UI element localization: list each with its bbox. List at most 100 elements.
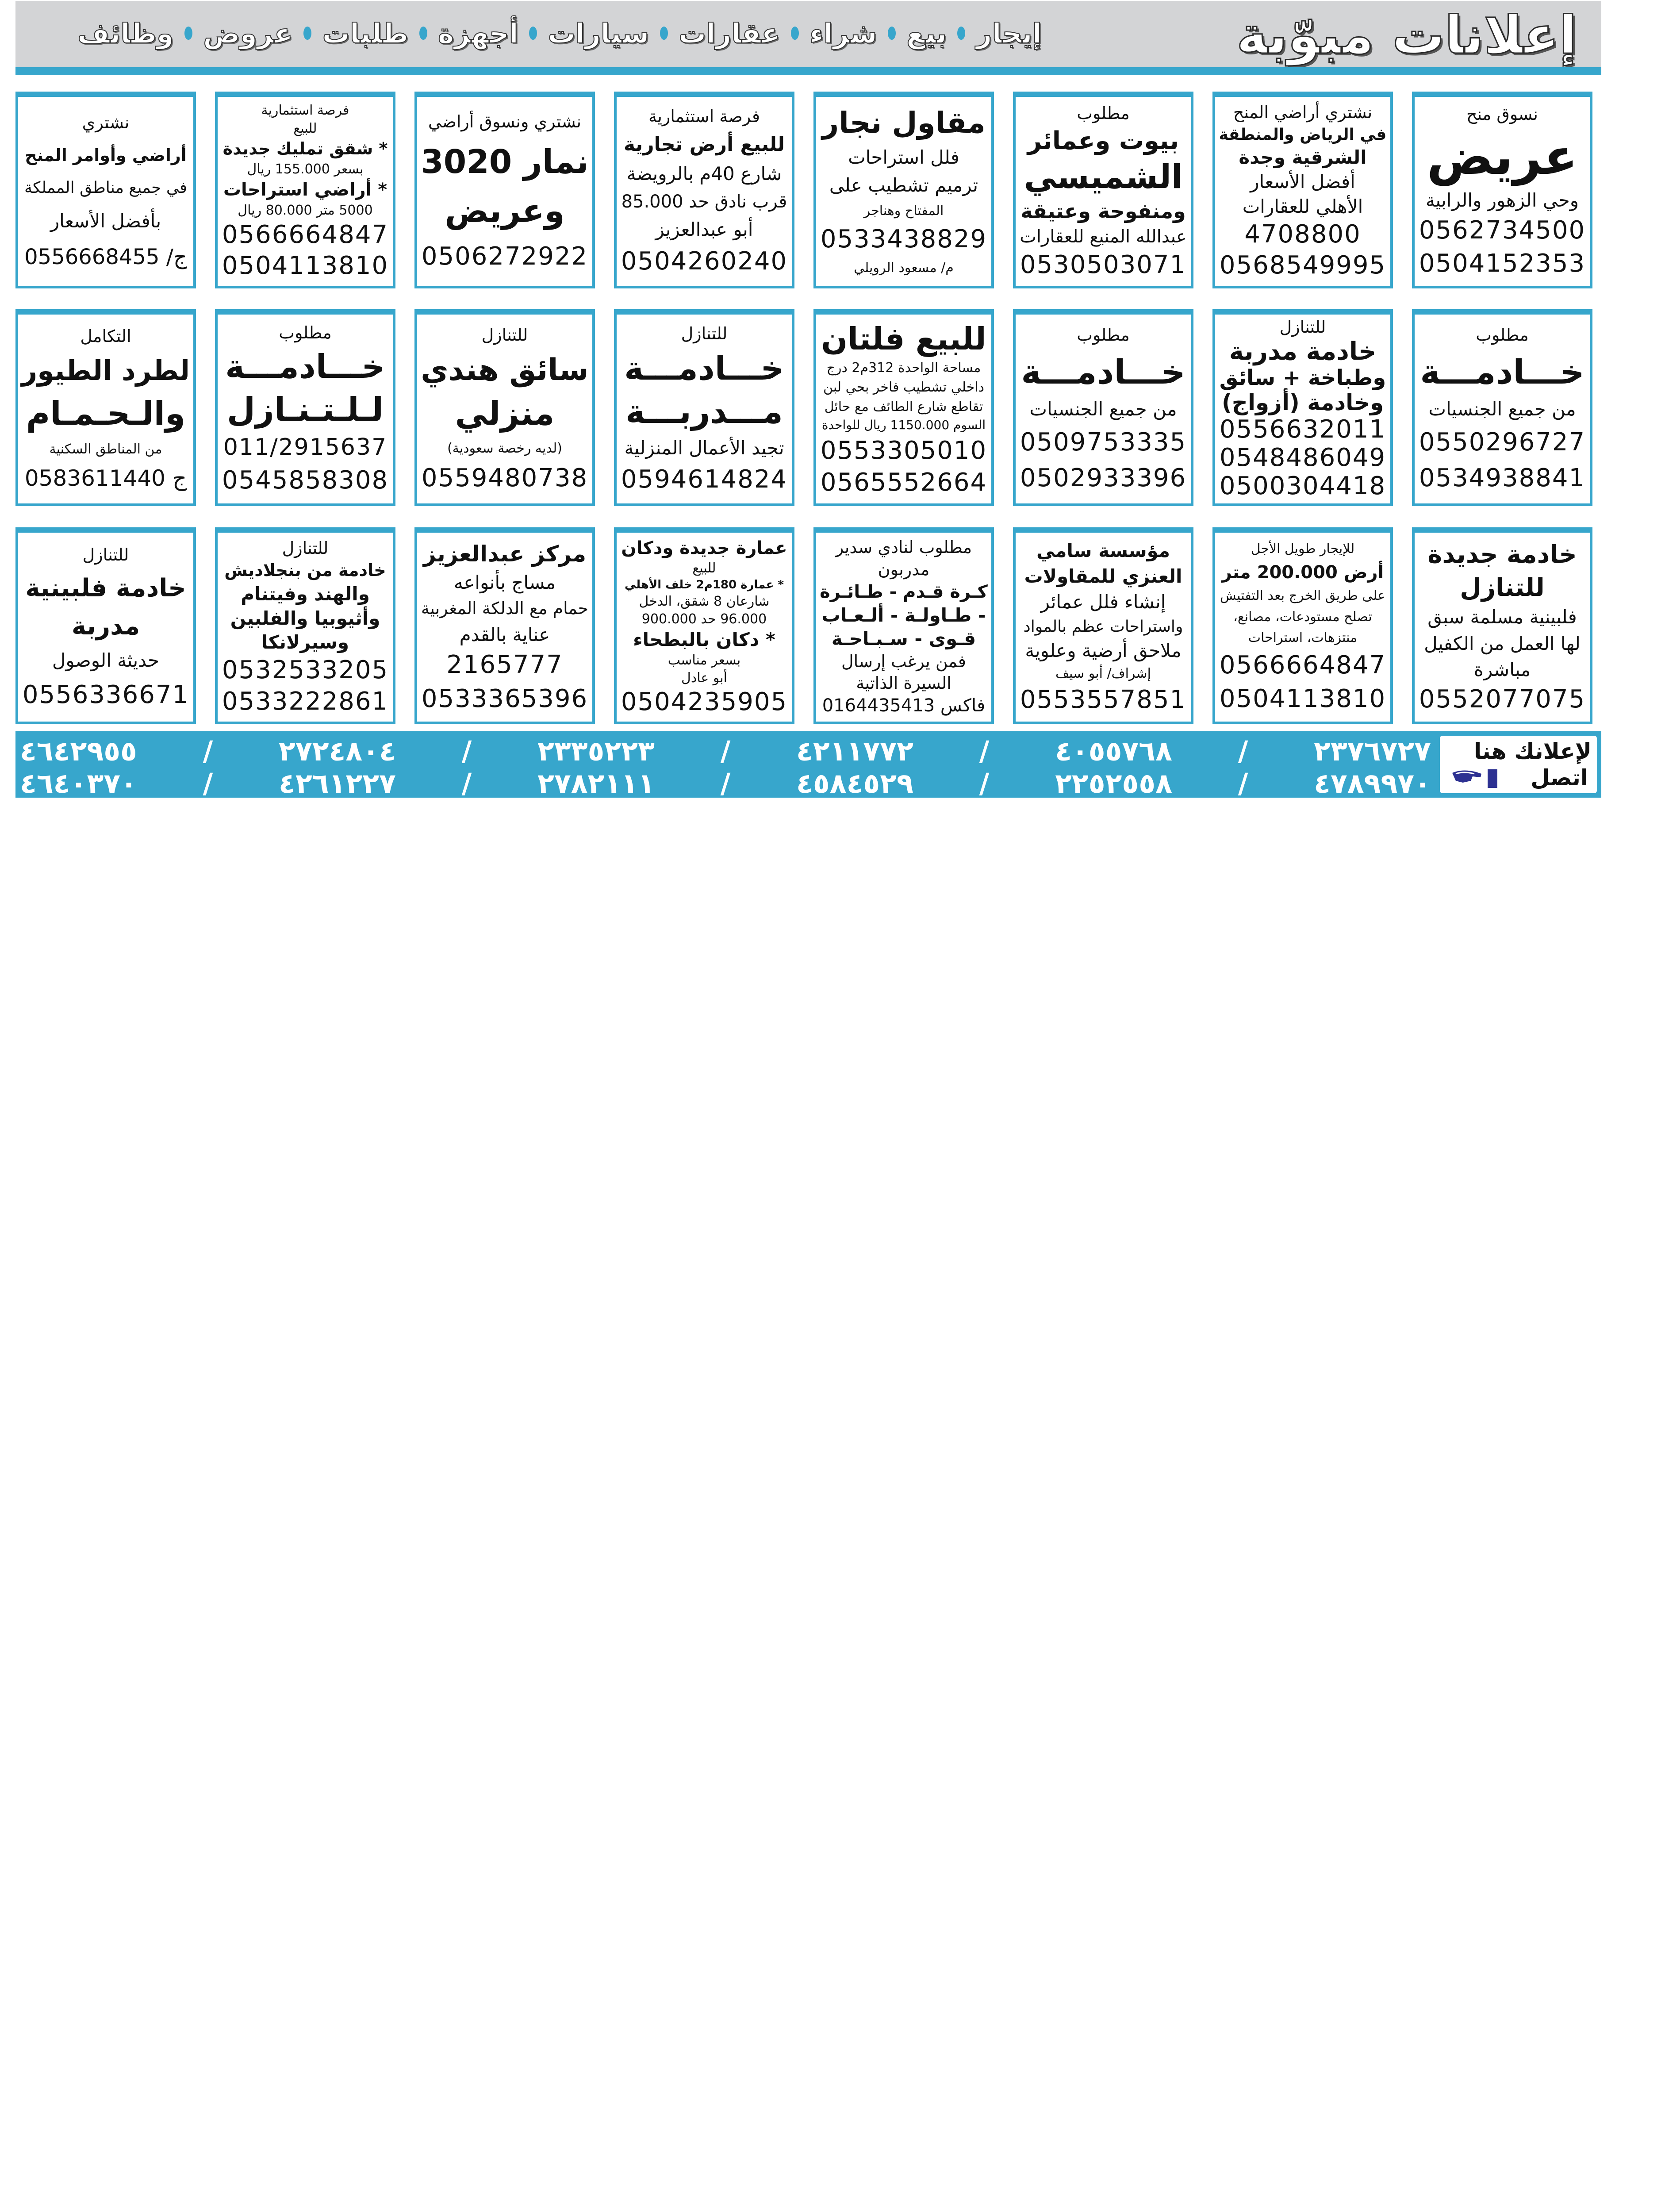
ad-text: منتزهات، استراحات (1248, 630, 1358, 646)
ad-text: للإيجار طويل الأجل (1251, 541, 1355, 557)
ad-text: قـوى - سـبـاحـة (831, 628, 976, 650)
ad-headline: نمار 3020 (421, 143, 589, 181)
ad-text: نشتري ونسوق أراضي (428, 111, 582, 131)
ad-text: مطلوب لنادي سدير (835, 538, 972, 557)
ad-text: مباشرة (1473, 659, 1531, 681)
ad-text: للتنازل (82, 545, 129, 565)
ad-text: بسعر 155.000 ريال (247, 161, 364, 177)
phone-number: 0559480738 (421, 463, 588, 492)
phone-number: 0562734500 (1419, 215, 1586, 245)
ad-text: للتنازل (282, 538, 329, 558)
ad-text: إنشاء فلل عمائر (1040, 591, 1166, 613)
phone-number: 0565552664 (820, 468, 987, 497)
ad-text: ترميم تشطيب على (829, 174, 978, 196)
ad-headline: خـــادمـــة (225, 348, 385, 386)
classified-ad: مركز عبدالعزيز مساج بأنواعه حمام مع الدلكة… (414, 527, 595, 724)
ad-headline: مقاول نجار (822, 106, 986, 140)
phone-number: 0566664847 (222, 220, 389, 250)
ad-text: وسيرلانكا (261, 631, 349, 653)
phone-number: 0553305010 (820, 436, 987, 465)
call-label: اتصل (1531, 765, 1588, 791)
phone-number: 0509753335 (1020, 427, 1187, 457)
ad-text: تصلح مستودعات، مصانع، (1233, 609, 1372, 625)
phone-number: 0548486049 (1219, 443, 1386, 472)
classifieds-header: إعلانات مبوّبة إيجار بيع شراء عقارات سيارات أ… (15, 1, 1601, 67)
ad-headline: للبيع أرض تجارية (624, 133, 785, 156)
ad-text: من جميع الجنسيات (1029, 398, 1177, 420)
ad-text: لها العمل من الكفيل (1424, 632, 1581, 654)
bullet-dot (419, 27, 427, 40)
phone-icon (1452, 769, 1497, 788)
footer-numbers: ٢٣٧٦٧٢٧ / ٤٠٥٥٧٦٨ / ٤٢١١٧٧٢ / ٢٣٣٥٢٢٣ / … (20, 735, 1431, 799)
ad-text: تقاطع شارع الطائف مع حائل (824, 399, 983, 415)
category-label: وظائف (77, 17, 174, 50)
phone-number: 0532533205 (222, 656, 389, 685)
phone-number: 0533222861 (222, 687, 389, 716)
advertise-here-box: لإعلانك هنا اتصل (1440, 736, 1597, 793)
category-label: بيع (906, 17, 947, 50)
phone-number: ج 0583611440 (24, 465, 187, 492)
ad-text: للتنازل (681, 324, 728, 344)
ad-headline: مركز عبدالعزيز (423, 541, 587, 567)
ad-text: فرصة استثمارية (648, 107, 760, 127)
phone-number: 0556632011 (1219, 415, 1386, 444)
phone-number: 0556336671 (22, 680, 189, 709)
ad-headline: ومنفوحة وعتيقة (1020, 199, 1186, 223)
classified-ad: للبيع فلتان مساحة الواحدة 312م2 درج داخلي … (813, 309, 994, 506)
ad-headline: لـلـتـنـازل (226, 390, 384, 429)
phone-number: 0504113810 (222, 251, 389, 280)
classified-ad: نشتري أراضي المنح في الرياض والمنطقة الشرق… (1212, 92, 1393, 288)
ad-text: نشتري (82, 113, 130, 133)
ad-headline: مدربة (71, 611, 140, 641)
ad-text: * دكان بالبطحاء (633, 629, 775, 651)
category-list: إيجار بيع شراء عقارات سيارات أجهزة طلبات عروض وظ… (77, 13, 1042, 53)
ad-text: * شقق تمليك جديدة (223, 138, 388, 158)
bullet-dot (303, 27, 312, 40)
ad-text: من جميع الجنسيات (1428, 398, 1576, 420)
category-label: شراء (809, 17, 877, 50)
ad-text: مساحة الواحدة 312م2 درج (826, 360, 981, 376)
classified-ad: للتنازل خادمة مدربة وطباخة + سائق وخادمة (أ… (1212, 309, 1393, 506)
classified-ad: مطلوب خـــادمـــة لـلـتـنـازل 011/2915637 05… (215, 309, 395, 506)
classified-ad: للإيجار طويل الأجل أرض 200.000 متر على طري… (1212, 527, 1393, 724)
phone-number: 0568549995 (1219, 251, 1386, 280)
ad-text: فلبينية مسلمة سبق (1427, 606, 1577, 628)
category-label: عقارات (678, 17, 781, 50)
ad-text: الأهلي للعقارات (1242, 195, 1363, 217)
category-label: أجهزة (437, 17, 519, 50)
classified-ad: مؤسسة سامي العنزي للمقاولات إنشاء فلل عمائ… (1013, 527, 1193, 724)
phone-number: 011/2915637 (223, 434, 387, 461)
phone-number: 0504152353 (1419, 249, 1586, 278)
category-label: طلبات (322, 17, 409, 50)
page-title: إعلانات مبوّبة (1236, 4, 1578, 66)
classified-ad: للتنازل خادمة من بنجلاديش والهند وفيتنام وأ… (215, 527, 395, 724)
phone-number: 0550296727 (1419, 427, 1586, 457)
phone-number: 0504260240 (621, 247, 788, 276)
ad-text: 5000 متر 80.000 ريال (238, 203, 373, 219)
ad-text: بأفضل الأسعار (50, 210, 161, 232)
ad-text: ملاحق أرضية وعلوية (1025, 640, 1182, 662)
ad-text: نسوق منح (1466, 104, 1538, 124)
bullet-dot (184, 27, 192, 40)
ad-text: للتنازل (481, 325, 528, 345)
ad-text: (لديه رخصة سعودية) (447, 440, 562, 456)
ad-text: وحي الزهور والرابية (1425, 189, 1579, 211)
ad-text: حديثة الوصول (52, 649, 160, 671)
ad-text: فمن يرغب إرسال (841, 651, 966, 671)
header-divider (15, 67, 1601, 75)
phone-number: 0533438829 (820, 225, 987, 254)
ad-text: عمارة جديدة ودكان (621, 538, 787, 558)
ad-text: العنزي للمقاولات (1024, 565, 1182, 588)
classified-ad: عمارة جديدة ودكان للبيع * عمارة 180م2 خلف … (614, 527, 794, 724)
ad-text: مطلوب (1476, 325, 1529, 345)
ad-text: للبيع (293, 121, 317, 137)
ad-headline: وخادمة (أزواج) (1221, 389, 1384, 415)
ad-headline: والـحـمـام (26, 394, 185, 433)
ad-text: والهند وفيتنام (241, 583, 370, 605)
category-label: عروض (203, 17, 293, 50)
ad-text: أبو عادل (681, 670, 727, 686)
ad-text: تجيد الأعمال المنزلية (624, 437, 784, 459)
ad-text: وأثيوبيا والفلبين (230, 607, 380, 629)
ad-headline: مـــدربـــة (625, 393, 783, 431)
ad-text: شارع 40م بالرويضة (626, 162, 782, 184)
